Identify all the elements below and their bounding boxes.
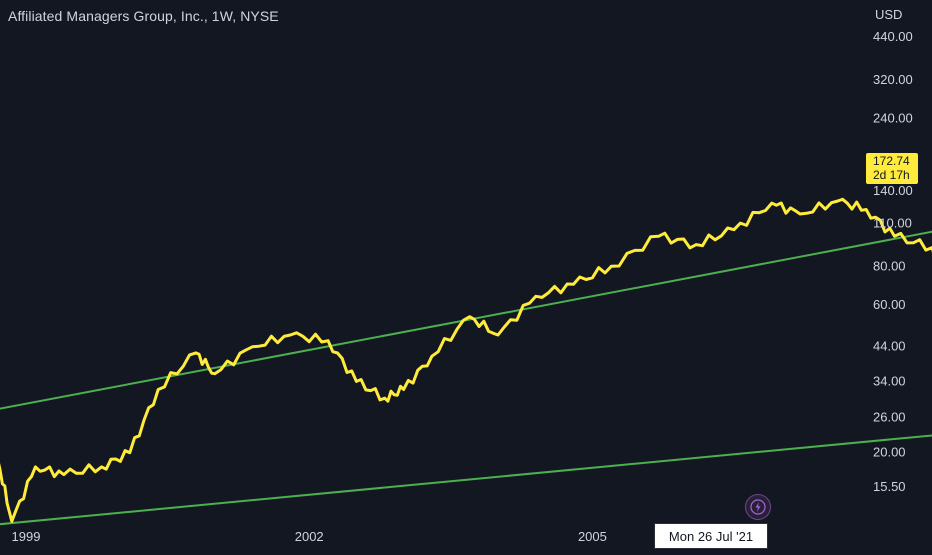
x-tick-label: 2005: [578, 529, 607, 544]
y-tick-label: 110.00: [873, 215, 912, 230]
x-tick-label: 1999: [12, 529, 41, 544]
chart-title: Affiliated Managers Group, Inc., 1W, NYS…: [8, 8, 279, 24]
y-axis-currency: USD: [875, 7, 902, 22]
y-tick-label: 60.00: [873, 297, 906, 312]
y-tick-label: 20.00: [873, 445, 906, 460]
y-tick-label: 34.00: [873, 373, 906, 388]
y-tick-label: 44.00: [873, 339, 906, 354]
last-price: 172.74: [873, 154, 910, 168]
y-tick-label: 240.00: [873, 111, 913, 126]
last-price-badge: 172.74 2d 17h: [866, 153, 918, 184]
y-tick-label: 26.00: [873, 409, 906, 424]
channel-lower-line: [0, 434, 932, 526]
crosshair-date-label: Mon 26 Jul '21: [654, 523, 768, 549]
x-tick-label: 2002: [295, 529, 324, 544]
y-tick-label: 440.00: [873, 29, 913, 44]
time-to-close: 2d 17h: [873, 168, 910, 182]
price-series-line: [0, 197, 932, 523]
y-tick-label: 320.00: [873, 72, 913, 87]
channel-upper-line: [0, 230, 932, 410]
y-tick-label: 15.50: [873, 479, 906, 494]
y-tick-label: 80.00: [873, 258, 906, 273]
y-tick-label: 140.00: [873, 183, 913, 198]
lightning-icon[interactable]: [745, 494, 771, 520]
